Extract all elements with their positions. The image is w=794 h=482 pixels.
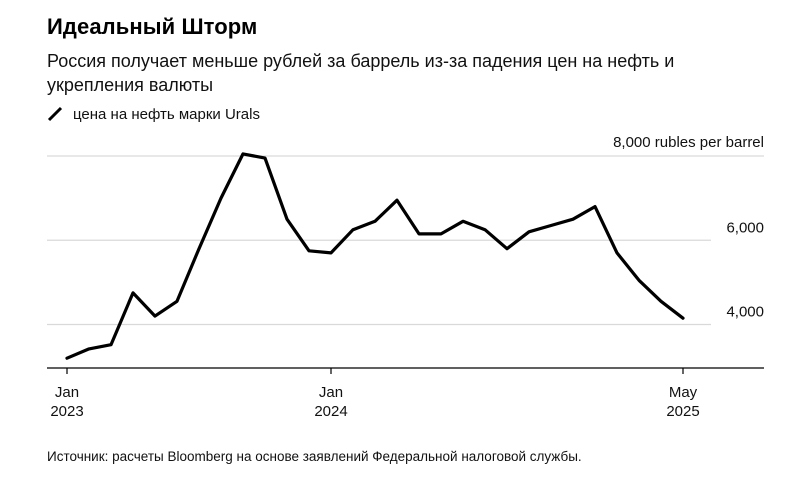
chart-subtitle: Россия получает меньше рублей за баррель… xyxy=(47,51,675,95)
chart-title: Идеальный Шторм xyxy=(47,14,258,39)
source-note: Источник: расчеты Bloomberg на основе за… xyxy=(47,449,582,464)
x-tick-label-year: 2024 xyxy=(314,403,347,420)
x-tick-label-year: 2023 xyxy=(50,403,83,420)
legend-line-icon xyxy=(47,106,63,122)
series-group xyxy=(65,152,685,360)
x-tick-label-year: 2025 xyxy=(666,403,699,420)
grid-lines xyxy=(47,155,764,326)
line-chart: 8,000 rubles per barrel 6,000 4,000 Jan 202… xyxy=(47,134,764,420)
x-tick-label-month: Jan xyxy=(319,384,343,401)
x-axis: Jan 2023 Jan 2024 May 2025 xyxy=(47,367,764,420)
x-tick-label-month: Jan xyxy=(55,384,79,401)
x-tick-label-month: May xyxy=(669,384,698,401)
legend-label: цена на нефть марки Urals xyxy=(73,105,260,123)
y-tick-label: 4,000 xyxy=(726,304,764,321)
y-tick-label: 6,000 xyxy=(726,219,764,236)
y-axis-labels: 8,000 rubles per barrel 6,000 4,000 xyxy=(613,134,764,321)
legend: цена на нефть марки Urals xyxy=(47,104,260,124)
y-tick-label: 8,000 rubles per barrel xyxy=(613,134,764,151)
series-line-urals xyxy=(65,152,685,360)
